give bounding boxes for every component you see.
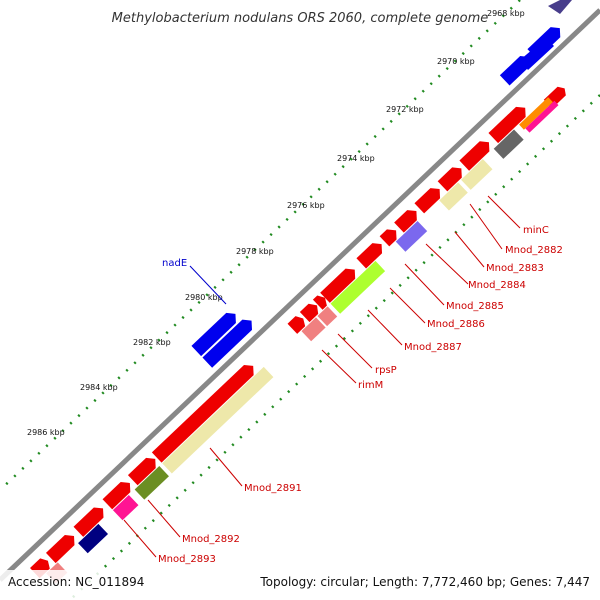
leader-line [487,195,521,229]
feature-navy[interactable] [78,523,109,554]
cds-red-long[interactable] [151,361,258,463]
cds-red[interactable] [437,163,466,192]
feature-salmon[interactable] [301,317,326,342]
tick-label: 2984 kbp [80,383,118,392]
cds-red[interactable] [299,300,322,323]
tick-ring [0,0,521,491]
leader-line [389,287,426,324]
leader-line [404,263,445,306]
feature-tracks [30,27,566,584]
map-title: Methylobacterium nodulans ORS 2060, comp… [112,11,489,26]
leader-line [469,203,503,250]
corner-feature-blue[interactable] [520,38,554,70]
cds-red[interactable] [356,239,386,269]
feature-khaki-long[interactable] [162,366,274,474]
cds-red[interactable] [414,184,444,214]
gene-labels: nadE minC Mnod_2882 Mnod_2883 Mnod_2884 … [158,225,563,565]
leader-line [337,333,373,369]
gene-label-mnod-2891[interactable]: Mnod_2891 [244,483,302,494]
gene-label-rpsp[interactable]: rpsP [375,365,397,376]
cds-red[interactable] [45,531,79,564]
gene-label-mnod-2886[interactable]: Mnod_2886 [427,319,485,330]
cds-red[interactable] [127,454,160,486]
gene-label-mnod-2884[interactable]: Mnod_2884 [468,280,526,291]
feature-pink[interactable] [112,494,139,521]
genome-backbone [0,8,600,582]
genome-summary-text: Topology: circular; Length: 7,772,460 bp… [259,575,590,589]
feature-khaki[interactable] [439,182,468,211]
tick-label: 2970 kbp [437,57,475,66]
cds-red[interactable] [320,264,359,303]
cds-red[interactable] [379,225,401,247]
feature-gray[interactable] [493,129,524,159]
tick-label: 2976 kbp [287,201,325,210]
cds-red[interactable] [73,503,108,537]
gene-label-mnod-2887[interactable]: Mnod_2887 [404,342,462,353]
leader-line [321,349,357,384]
gene-label-minc[interactable]: minC [523,225,549,236]
cds-red[interactable] [287,313,309,334]
leader-line [123,519,157,558]
gene-label-mnod-2892[interactable]: Mnod_2892 [182,534,240,545]
feature-khaki[interactable] [461,159,493,190]
feature-orange[interactable] [519,97,553,130]
feature-salmon[interactable] [317,306,338,327]
nade-gene[interactable] [202,316,256,368]
tick-label: 2972 kbp [386,105,424,114]
footer-background [0,570,600,600]
corner-feature-navy[interactable] [548,0,572,14]
cds-red[interactable] [312,293,330,310]
leader-line [367,309,403,346]
gene-label-rimm[interactable]: rimM [358,380,383,391]
tick-label: 2986 kbp [27,428,65,437]
gene-label-mnod-2885[interactable]: Mnod_2885 [446,301,504,312]
tick-labels: 2968 kbp 2970 kbp 2972 kbp 2974 kbp 2976… [27,9,525,437]
tick-label: 2978 kbp [236,247,274,256]
gene-label-mnod-2893[interactable]: Mnod_2893 [158,554,216,565]
tick-label: 2974 kbp [337,154,375,163]
gene-label-nade[interactable]: nadE [162,258,187,269]
leader-line [147,499,181,538]
tick-label: 2980 kbp [185,293,223,302]
feature-olive[interactable] [134,466,169,500]
cds-red[interactable] [394,206,421,233]
cds-red[interactable] [102,478,135,510]
accession-text: Accession: NC_011894 [8,575,144,589]
cds-red[interactable] [488,103,530,144]
feature-pink[interactable] [525,100,559,133]
leader-line [425,243,469,285]
inner-dotted-ring [69,94,600,600]
nade-gene-2[interactable] [191,309,240,357]
feature-lime[interactable] [330,260,386,314]
tick-label: 2982 kbp [133,338,171,347]
cds-red[interactable] [459,137,493,171]
leader-line [189,265,227,305]
leader-lines [123,195,521,558]
feature-slate[interactable] [395,220,428,252]
cds-outer-blue[interactable] [499,52,534,86]
tick-label: 2968 kbp [487,9,525,18]
leader-line [209,447,243,487]
leader-line [454,231,485,268]
gene-label-mnod-2883[interactable]: Mnod_2883 [486,263,544,274]
gene-label-mnod-2882[interactable]: Mnod_2882 [505,245,563,256]
